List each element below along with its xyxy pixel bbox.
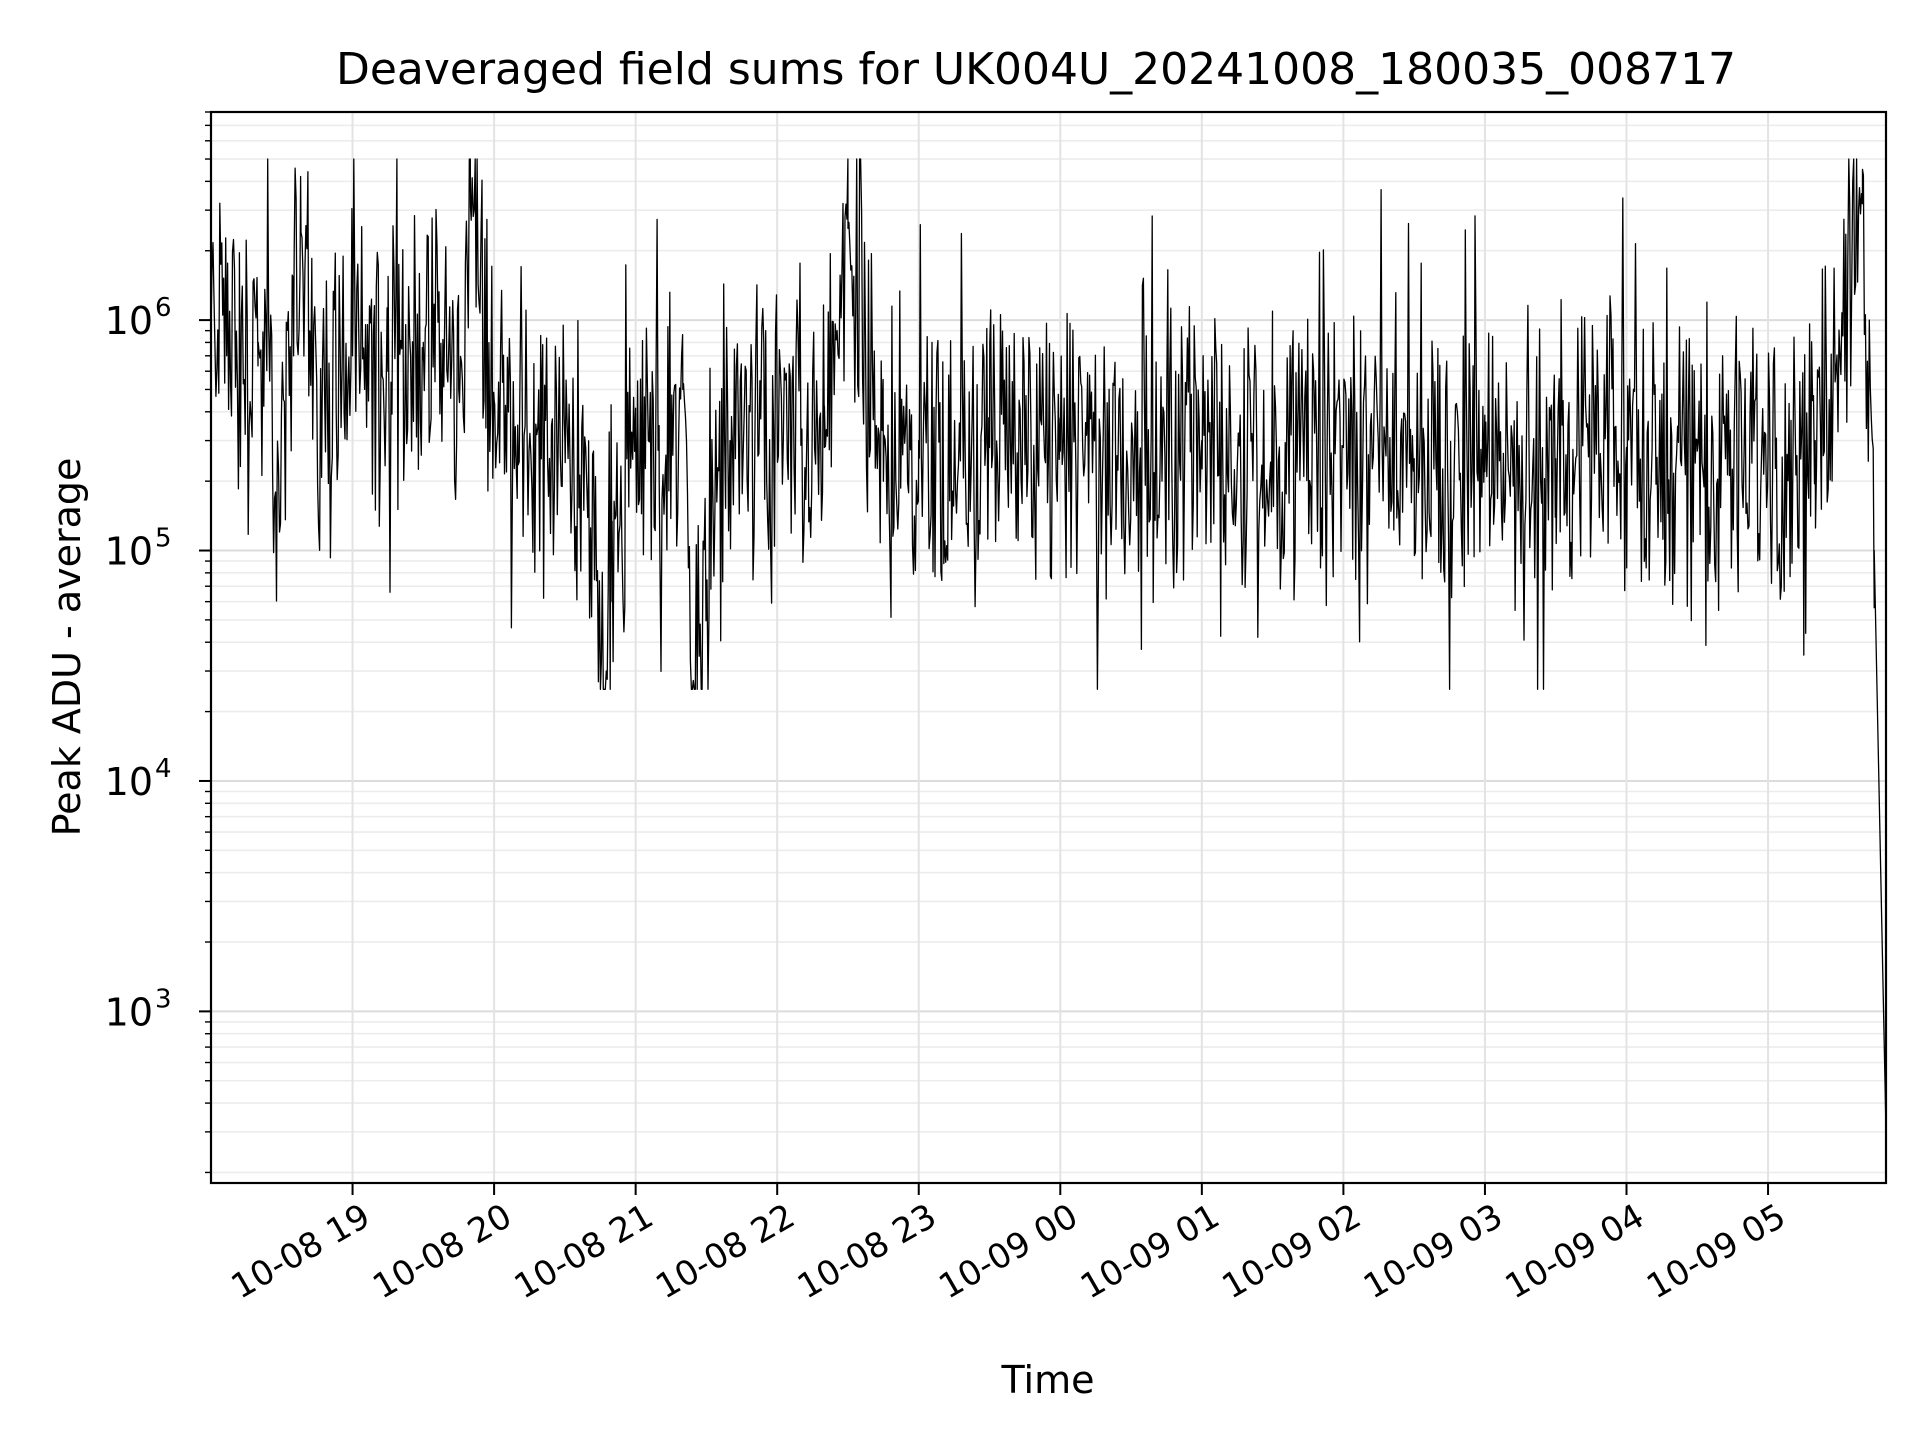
y-tick-exponent: 4 [155, 754, 172, 784]
y-axis-label: Peak ADU - average [45, 458, 89, 837]
y-tick-exponent: 3 [155, 984, 172, 1014]
y-tick-label: 10 [105, 299, 153, 343]
y-tick-label: 10 [105, 760, 153, 804]
chart-title: Deaveraged field sums for UK004U_2024100… [336, 44, 1736, 95]
data-line [210, 158, 1887, 1132]
x-axis-label: Time [1001, 1358, 1095, 1402]
data-series [210, 158, 1887, 1132]
y-tick-label: 10 [105, 990, 153, 1034]
y-tick-label: 10 [105, 530, 153, 574]
y-tick-exponent: 6 [155, 293, 172, 323]
plot-frame [209, 110, 1888, 1185]
y-tick-exponent: 5 [155, 524, 172, 554]
